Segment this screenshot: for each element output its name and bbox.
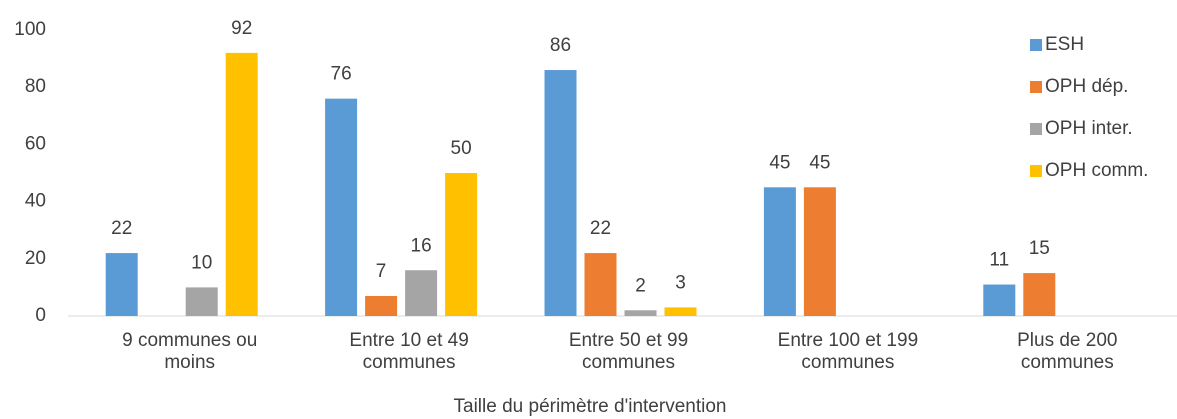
data-label: 15 [1029,238,1050,259]
data-label: 3 [675,272,686,293]
y-tick-label: 100 [14,19,46,40]
y-tick-label: 80 [25,76,46,97]
data-label: 16 [411,235,432,256]
x-tick-label: 9 communes ou moins [122,330,258,373]
bar [624,310,657,316]
data-label: 45 [809,152,830,173]
bar [664,307,697,316]
bar [225,52,258,316]
x-tick-label: Entre 100 et 199 communes [777,330,919,373]
y-tick-label: 60 [25,133,46,154]
data-label: 86 [550,35,571,56]
data-label: 10 [191,252,212,273]
legend-swatch [1030,81,1042,93]
legend-label: ESH [1045,34,1084,55]
data-label: 7 [376,261,387,282]
legend-label: OPH comm. [1045,160,1148,181]
x-tick-label: Entre 50 et 99 communes [568,330,689,373]
bar [405,270,438,316]
bar [185,287,218,316]
bar [325,98,358,316]
data-label: 22 [111,218,132,239]
x-tick-label: Entre 10 et 49 communes [349,330,469,373]
bar [803,187,836,316]
data-label: 2 [635,275,646,296]
data-label: 76 [331,64,352,85]
bar [584,253,617,316]
legend-swatch [1030,39,1042,51]
data-label: 92 [231,18,252,39]
y-tick-label: 20 [25,248,46,269]
bar [1023,273,1056,316]
bar [445,173,478,316]
legend-label: OPH dép. [1045,76,1128,97]
bar [763,187,796,316]
data-label: 45 [769,152,790,173]
legend-swatch [1030,123,1042,135]
data-label: 22 [590,218,611,239]
bar [365,295,398,316]
bar [544,70,577,316]
bar [105,253,138,316]
bar [983,284,1016,316]
y-tick-label: 40 [25,191,46,212]
y-tick-label: 0 [35,305,46,326]
x-tick-label: Plus de 200 communes [1017,330,1118,373]
data-label: 11 [989,250,1009,271]
legend-label: OPH inter. [1045,118,1133,139]
x-axis-title: Taille du périmètre d'intervention [454,396,727,417]
data-label: 50 [451,138,472,159]
legend-swatch [1030,165,1042,177]
